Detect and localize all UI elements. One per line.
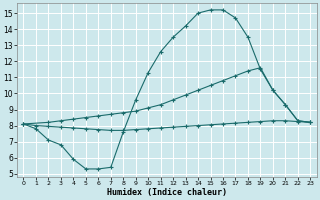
X-axis label: Humidex (Indice chaleur): Humidex (Indice chaleur) (107, 188, 227, 197)
